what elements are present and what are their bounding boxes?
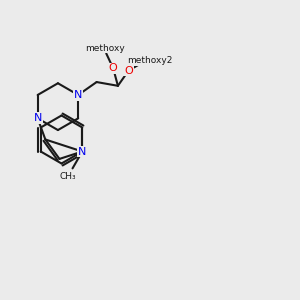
Text: N: N xyxy=(34,113,42,123)
Text: CH₃: CH₃ xyxy=(60,172,76,181)
Text: N: N xyxy=(78,146,86,157)
Text: methoxy2: methoxy2 xyxy=(127,56,172,65)
Text: methoxy: methoxy xyxy=(85,44,124,52)
Text: O: O xyxy=(109,63,118,74)
Text: N: N xyxy=(74,90,82,100)
Text: O: O xyxy=(124,66,133,76)
